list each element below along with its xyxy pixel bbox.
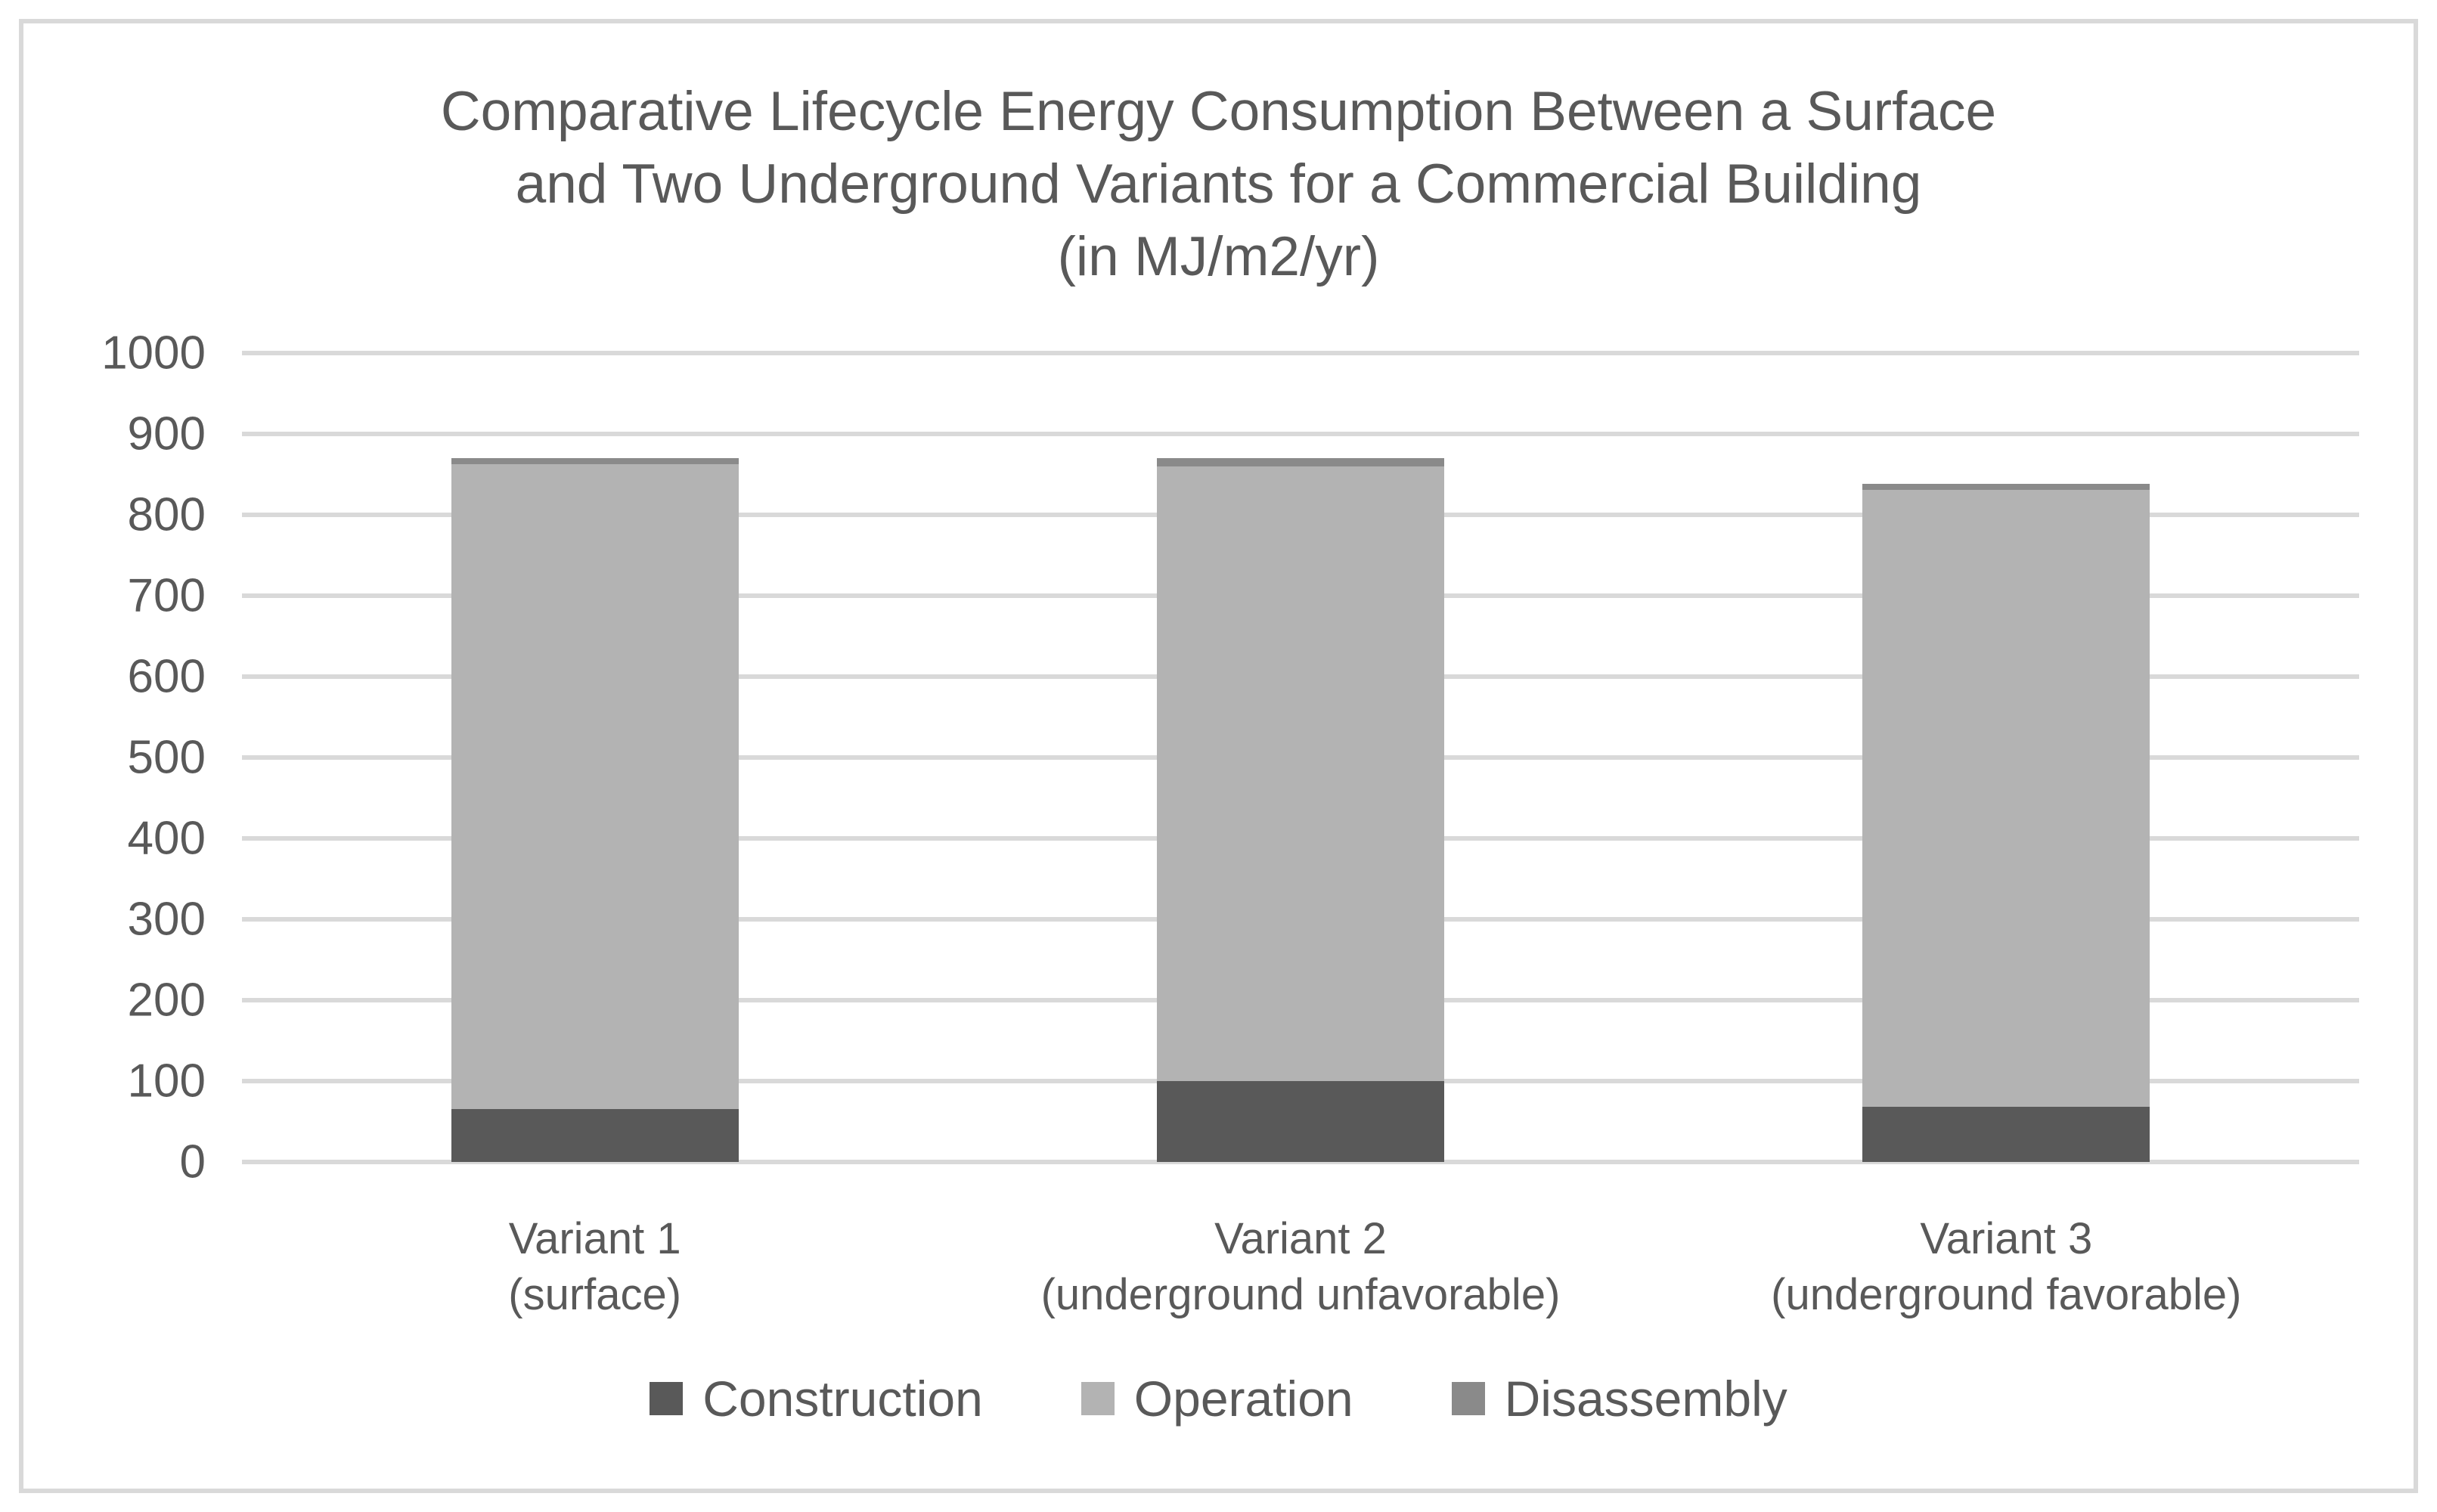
x-label-variant-1: Variant 1 (surface) (242, 1211, 947, 1323)
chart-title: Comparative Lifecycle Energy Consumption… (0, 76, 2437, 293)
x-label-sublabel: (surface) (508, 1270, 682, 1319)
bar-segment-disassembly-variant-1 (451, 458, 739, 464)
legend-swatch-disassembly (1451, 1382, 1485, 1415)
legend-label-construction: Construction (702, 1371, 983, 1427)
bar-segment-disassembly-variant-3 (1862, 484, 2150, 490)
bar-variant-3 (1862, 484, 2150, 1162)
bar-segment-operation-variant-2 (1156, 466, 1444, 1081)
chart-title-line-1: Comparative Lifecycle Energy Consumption… (440, 81, 1997, 142)
gridline-0 (242, 1160, 2359, 1164)
gridline-1000 (242, 351, 2359, 355)
bar-segment-construction-variant-1 (451, 1109, 739, 1162)
x-label-sublabel: (underground favorable) (1771, 1270, 2242, 1319)
y-tick-label-1000: 1000 (101, 327, 206, 380)
bar-segment-construction-variant-3 (1862, 1107, 2150, 1162)
x-label-category: Variant 3 (1920, 1214, 2093, 1263)
legend-item-operation: Operation (1081, 1370, 1353, 1427)
legend-swatch-construction (650, 1382, 684, 1415)
gridline-900 (242, 432, 2359, 436)
bar-slot-2 (947, 353, 1653, 1162)
bar-variant-1 (451, 458, 739, 1162)
bar-segment-disassembly-variant-2 (1156, 458, 1444, 466)
bar-segment-operation-variant-1 (451, 463, 739, 1110)
legend-label-operation: Operation (1133, 1371, 1353, 1427)
bar-segment-construction-variant-2 (1156, 1081, 1444, 1162)
y-tick-label-700: 700 (127, 569, 206, 622)
y-tick-label-400: 400 (127, 812, 206, 865)
chart-title-line-2: and Two Underground Variants for a Comme… (515, 153, 1922, 215)
legend-label-disassembly: Disassembly (1504, 1371, 1787, 1427)
legend-item-disassembly: Disassembly (1451, 1370, 1787, 1427)
legend-swatch-operation (1081, 1382, 1115, 1415)
x-label-category: Variant 1 (508, 1214, 681, 1263)
y-tick-label-300: 300 (127, 893, 206, 946)
legend: Construction Operation Disassembly (0, 1370, 2437, 1427)
x-label-category: Variant 2 (1214, 1214, 1387, 1263)
chart-title-line-3: (in MJ/m2/yr) (1057, 226, 1380, 287)
y-tick-label-100: 100 (127, 1055, 206, 1108)
y-tick-label-200: 200 (127, 974, 206, 1027)
y-tick-label-0: 0 (179, 1136, 206, 1188)
y-tick-label-900: 900 (127, 407, 206, 460)
y-tick-label-500: 500 (127, 731, 206, 784)
x-label-variant-3: Variant 3 (underground favorable) (1654, 1211, 2359, 1323)
plot-area (242, 351, 2359, 1164)
x-label-variant-2: Variant 2 (underground unfavorable) (947, 1211, 1653, 1323)
y-tick-label-600: 600 (127, 650, 206, 703)
bar-slot-1 (242, 353, 947, 1162)
y-tick-label-800: 800 (127, 488, 206, 541)
bar-variant-2 (1156, 458, 1444, 1162)
x-label-sublabel: (underground unfavorable) (1040, 1270, 1561, 1319)
y-axis-tick-labels: 0 100 200 300 400 500 600 700 800 900 1000 (0, 327, 206, 1188)
bar-slot-3 (1654, 353, 2359, 1162)
bar-segment-operation-variant-3 (1862, 489, 2150, 1108)
legend-item-construction: Construction (650, 1370, 983, 1427)
